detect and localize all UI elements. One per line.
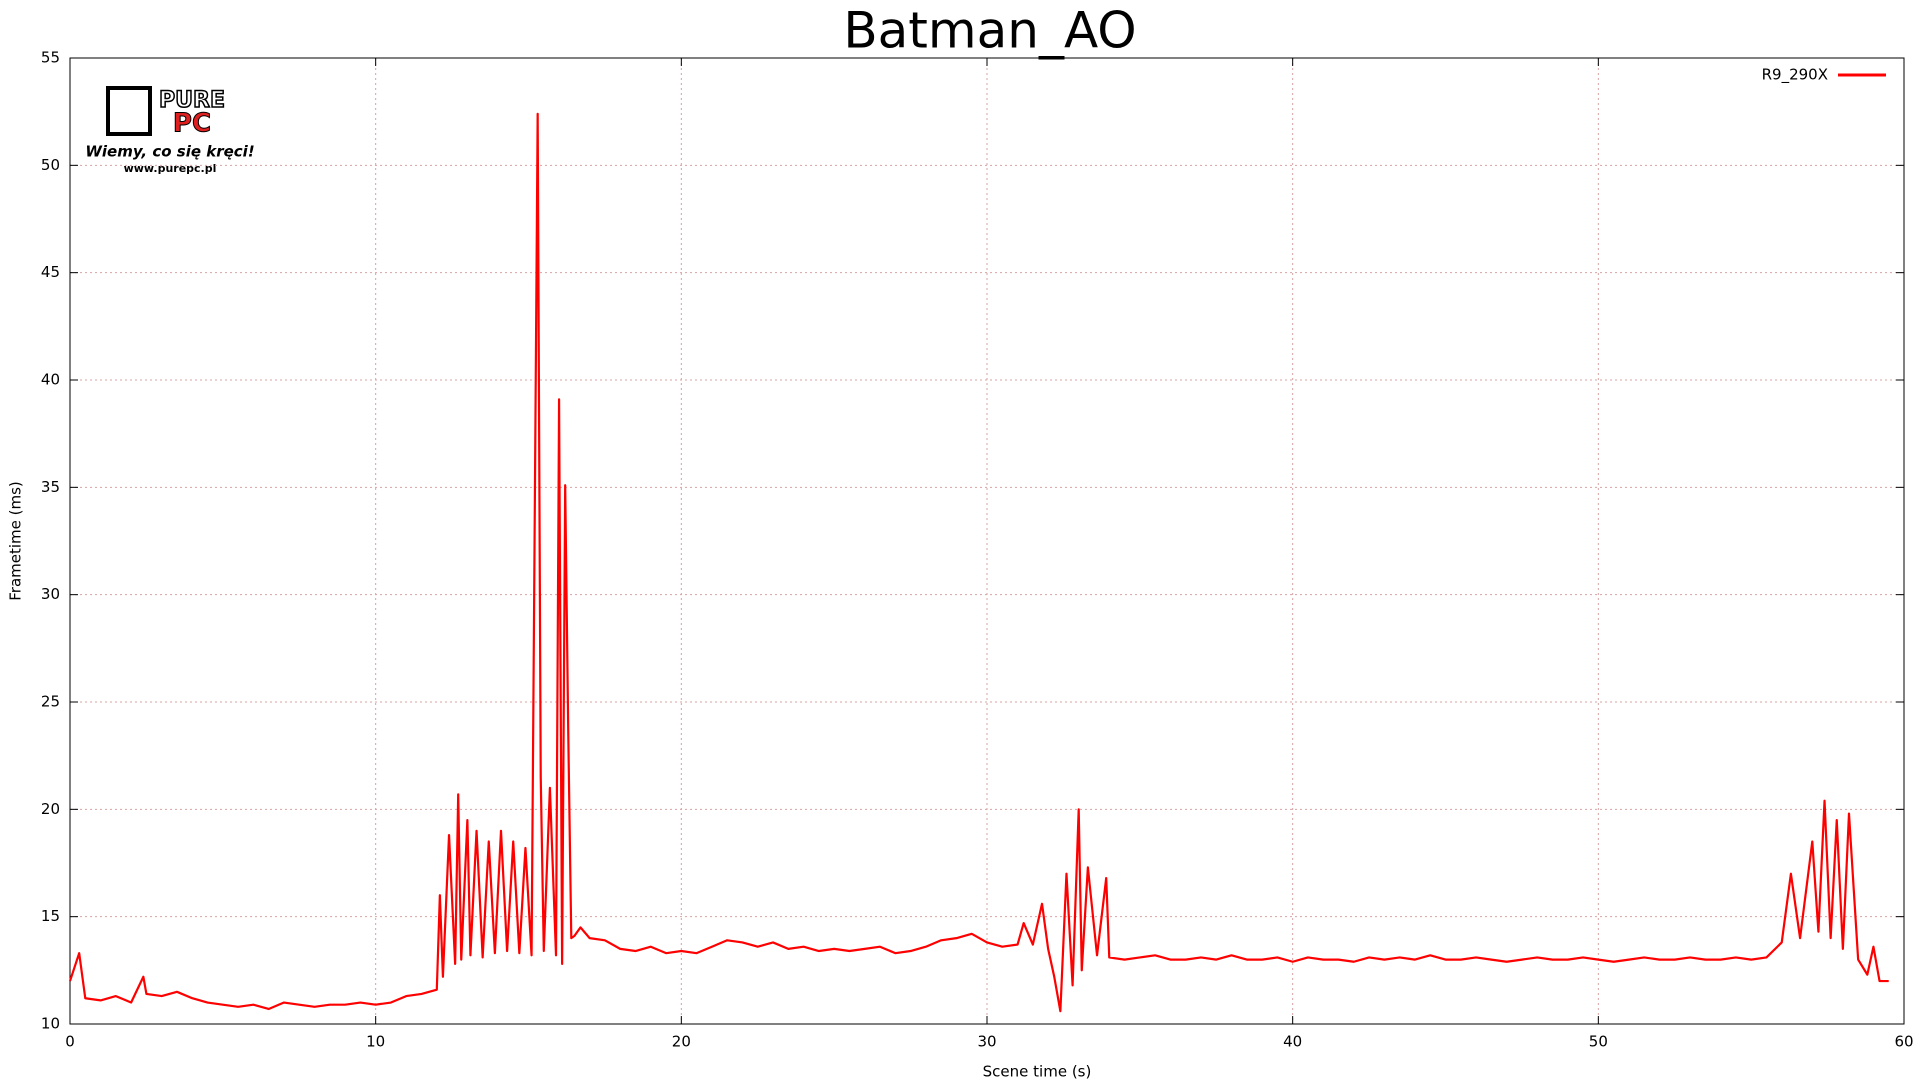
legend-label: R9_290X [1762,66,1828,85]
y-axis-label: Frametime (ms) [7,481,25,601]
y-tick-label: 10 [41,1015,60,1033]
logo-brand-bottom: PC [173,109,211,139]
x-tick-label: 20 [672,1033,691,1051]
plot-frame [69,57,1905,1025]
logo-box [106,86,152,136]
logo-url: www.purepc.pl [124,162,217,175]
y-tick-label: 15 [41,907,60,925]
y-tick-label: 25 [41,693,60,711]
y-tick-label: 30 [41,585,60,603]
logo-brand-top: PURE [159,88,225,113]
x-tick-label: 10 [366,1033,385,1051]
y-tick-label: 40 [41,371,60,389]
x-tick-label: 30 [977,1033,996,1051]
y-tick-label: 35 [41,478,60,496]
y-tick-label: 55 [41,49,60,67]
x-tick-label: 60 [1894,1033,1913,1051]
x-tick-label: 0 [65,1033,75,1051]
y-tick-label: 20 [41,800,60,818]
x-tick-label: 50 [1589,1033,1608,1051]
series-line [68,112,1889,1013]
chart-title: Batman_AO [843,2,1136,60]
logo: PURE PC Wiemy, co się kręci! www.purepc.… [85,86,255,175]
y-tick-label: 45 [41,263,60,281]
logo-tagline: Wiemy, co się kręci! [85,143,254,161]
y-tick-label: 50 [41,156,60,174]
x-axis-label: Scene time (s) [983,1063,1092,1080]
x-tick-label: 40 [1283,1033,1302,1051]
